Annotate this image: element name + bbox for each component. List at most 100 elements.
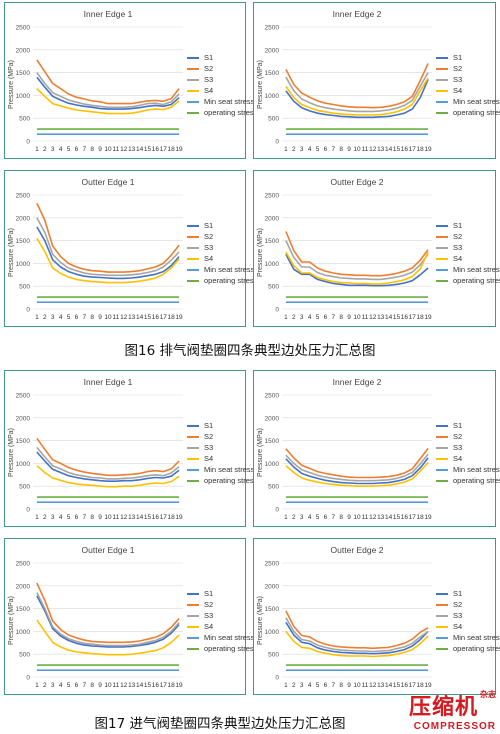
- x-tick-label: 7: [332, 514, 336, 521]
- legend-swatch: [187, 614, 199, 617]
- legend-swatch: [436, 625, 448, 628]
- x-tick-label: 12: [120, 146, 128, 153]
- legend-label: S2: [453, 64, 463, 73]
- x-tick-label: 11: [362, 682, 369, 689]
- legend-swatch: [436, 446, 448, 449]
- legend-label: S1: [453, 221, 463, 230]
- legend-swatch: [436, 257, 448, 260]
- y-tick-label: 1000: [265, 461, 280, 468]
- x-tick-label: 16: [401, 146, 409, 153]
- y-tick-label: 2000: [16, 415, 31, 422]
- x-tick-label: 18: [168, 682, 176, 689]
- legend-label: S4: [453, 454, 463, 463]
- legend-item: S2: [436, 431, 500, 442]
- legend-item: S1: [187, 588, 257, 599]
- x-tick-label: 17: [409, 314, 417, 321]
- series-line-s4: [285, 251, 429, 285]
- x-tick-label: 14: [385, 682, 393, 689]
- x-tick-label: 8: [90, 146, 94, 153]
- logo-english: COMPRESSOR: [413, 721, 496, 732]
- y-tick-label: 2500: [265, 25, 280, 32]
- legend-swatch: [187, 424, 199, 427]
- y-tick-label: 500: [19, 484, 30, 491]
- legend-label: Min seat stress: [204, 465, 255, 474]
- x-tick-label: 17: [409, 682, 417, 689]
- legend-swatch: [187, 457, 199, 460]
- legend-swatch: [187, 479, 199, 482]
- legend-label: S1: [204, 53, 214, 62]
- series-line-s1: [285, 621, 429, 655]
- x-tick-label: 18: [168, 514, 176, 521]
- x-tick-label: 8: [339, 514, 343, 521]
- y-tick-label: 0: [26, 675, 30, 682]
- y-tick-label: 500: [268, 652, 279, 659]
- x-tick-label: 9: [347, 314, 351, 321]
- x-tick-label: 5: [67, 682, 71, 689]
- chart-legend: S1 S2 S3 S4 Min seat stress operating stress: [436, 420, 500, 486]
- chart-panel-6: Inner Edge 2 Pressure (MPa) 0 500 1000 1500 20…: [253, 370, 500, 527]
- legend-item: S4: [436, 253, 500, 264]
- logo-name: 压缩机: [408, 695, 478, 720]
- legend-label: S1: [204, 221, 214, 230]
- y-tick-label: 1500: [16, 606, 31, 613]
- legend-label: S4: [453, 86, 463, 95]
- legend-item: S1: [436, 588, 500, 599]
- series-line-s1: [285, 457, 429, 485]
- legend-label: Min seat stress: [453, 265, 500, 274]
- y-tick-label: 1500: [16, 438, 31, 445]
- chart-panel-1: Inner Edge 1 Pressure (MPa) 0 500 1000 1500 20…: [4, 2, 257, 159]
- x-tick-label: 10: [104, 514, 112, 521]
- y-tick-label: 1500: [265, 606, 280, 613]
- series-line-s3: [285, 240, 429, 281]
- y-tick-label: 2000: [16, 215, 31, 222]
- legend-swatch: [436, 614, 448, 617]
- x-tick-label: 10: [353, 682, 361, 689]
- x-tick-label: 10: [104, 146, 112, 153]
- x-tick-label: 1: [35, 514, 39, 521]
- chart-title: Outter Edge 1: [81, 177, 135, 187]
- y-tick-label: 500: [268, 484, 279, 491]
- legend-swatch: [436, 111, 448, 114]
- x-tick-label: 11: [113, 314, 120, 321]
- legend-label: S3: [204, 611, 214, 620]
- legend-swatch: [187, 468, 199, 471]
- x-tick-label: 5: [67, 146, 71, 153]
- legend-swatch: [187, 56, 199, 59]
- legend-label: S4: [204, 254, 214, 263]
- legend-label: S3: [453, 611, 463, 620]
- x-tick-label: 18: [417, 314, 425, 321]
- x-tick-label: 13: [377, 314, 385, 321]
- legend-swatch: [436, 235, 448, 238]
- x-tick-label: 15: [393, 146, 401, 153]
- x-tick-label: 13: [377, 146, 385, 153]
- x-tick-label: 3: [51, 682, 55, 689]
- chart-legend: S1 S2 S3 S4 Min seat stress operating stress: [187, 220, 257, 286]
- x-tick-label: 1: [35, 682, 39, 689]
- legend-item: operating stress: [436, 275, 500, 286]
- legend-item: S3: [187, 74, 257, 85]
- legend-item: S2: [187, 599, 257, 610]
- x-tick-label: 18: [168, 146, 176, 153]
- x-tick-label: 9: [98, 314, 102, 321]
- y-tick-label: 2000: [265, 415, 280, 422]
- x-tick-label: 2: [43, 146, 47, 153]
- legend-item: S2: [187, 63, 257, 74]
- x-tick-label: 15: [144, 682, 152, 689]
- legend-swatch: [436, 479, 448, 482]
- legend-item: S1: [436, 52, 500, 63]
- chart-legend: S1 S2 S3 S4 Min seat stress operating stress: [436, 588, 500, 654]
- x-tick-label: 6: [324, 682, 328, 689]
- x-tick-label: 1: [284, 514, 288, 521]
- x-tick-label: 13: [377, 682, 385, 689]
- series-line-s4: [36, 237, 180, 284]
- x-tick-label: 6: [324, 146, 328, 153]
- x-tick-label: 8: [90, 314, 94, 321]
- y-tick-label: 1000: [16, 261, 31, 268]
- x-tick-label: 14: [136, 146, 144, 153]
- legend-label: S3: [453, 243, 463, 252]
- legend-swatch: [187, 636, 199, 639]
- x-tick-label: 2: [292, 514, 296, 521]
- legend-item: operating stress: [436, 107, 500, 118]
- series-line-s4: [285, 630, 429, 658]
